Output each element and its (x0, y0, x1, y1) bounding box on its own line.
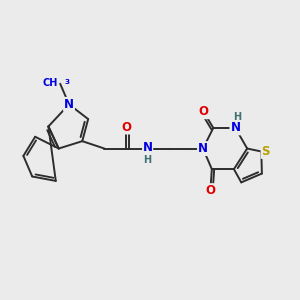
Text: H: H (233, 112, 241, 122)
Text: CH: CH (43, 78, 58, 88)
Text: S: S (262, 145, 270, 158)
Text: N: N (198, 142, 208, 155)
Text: N: N (230, 122, 240, 134)
Text: O: O (199, 105, 208, 118)
Text: N: N (142, 141, 153, 154)
Text: O: O (122, 121, 131, 134)
Text: N: N (64, 98, 74, 111)
Text: O: O (206, 184, 215, 197)
Text: 3: 3 (64, 79, 69, 85)
Text: H: H (144, 155, 152, 165)
